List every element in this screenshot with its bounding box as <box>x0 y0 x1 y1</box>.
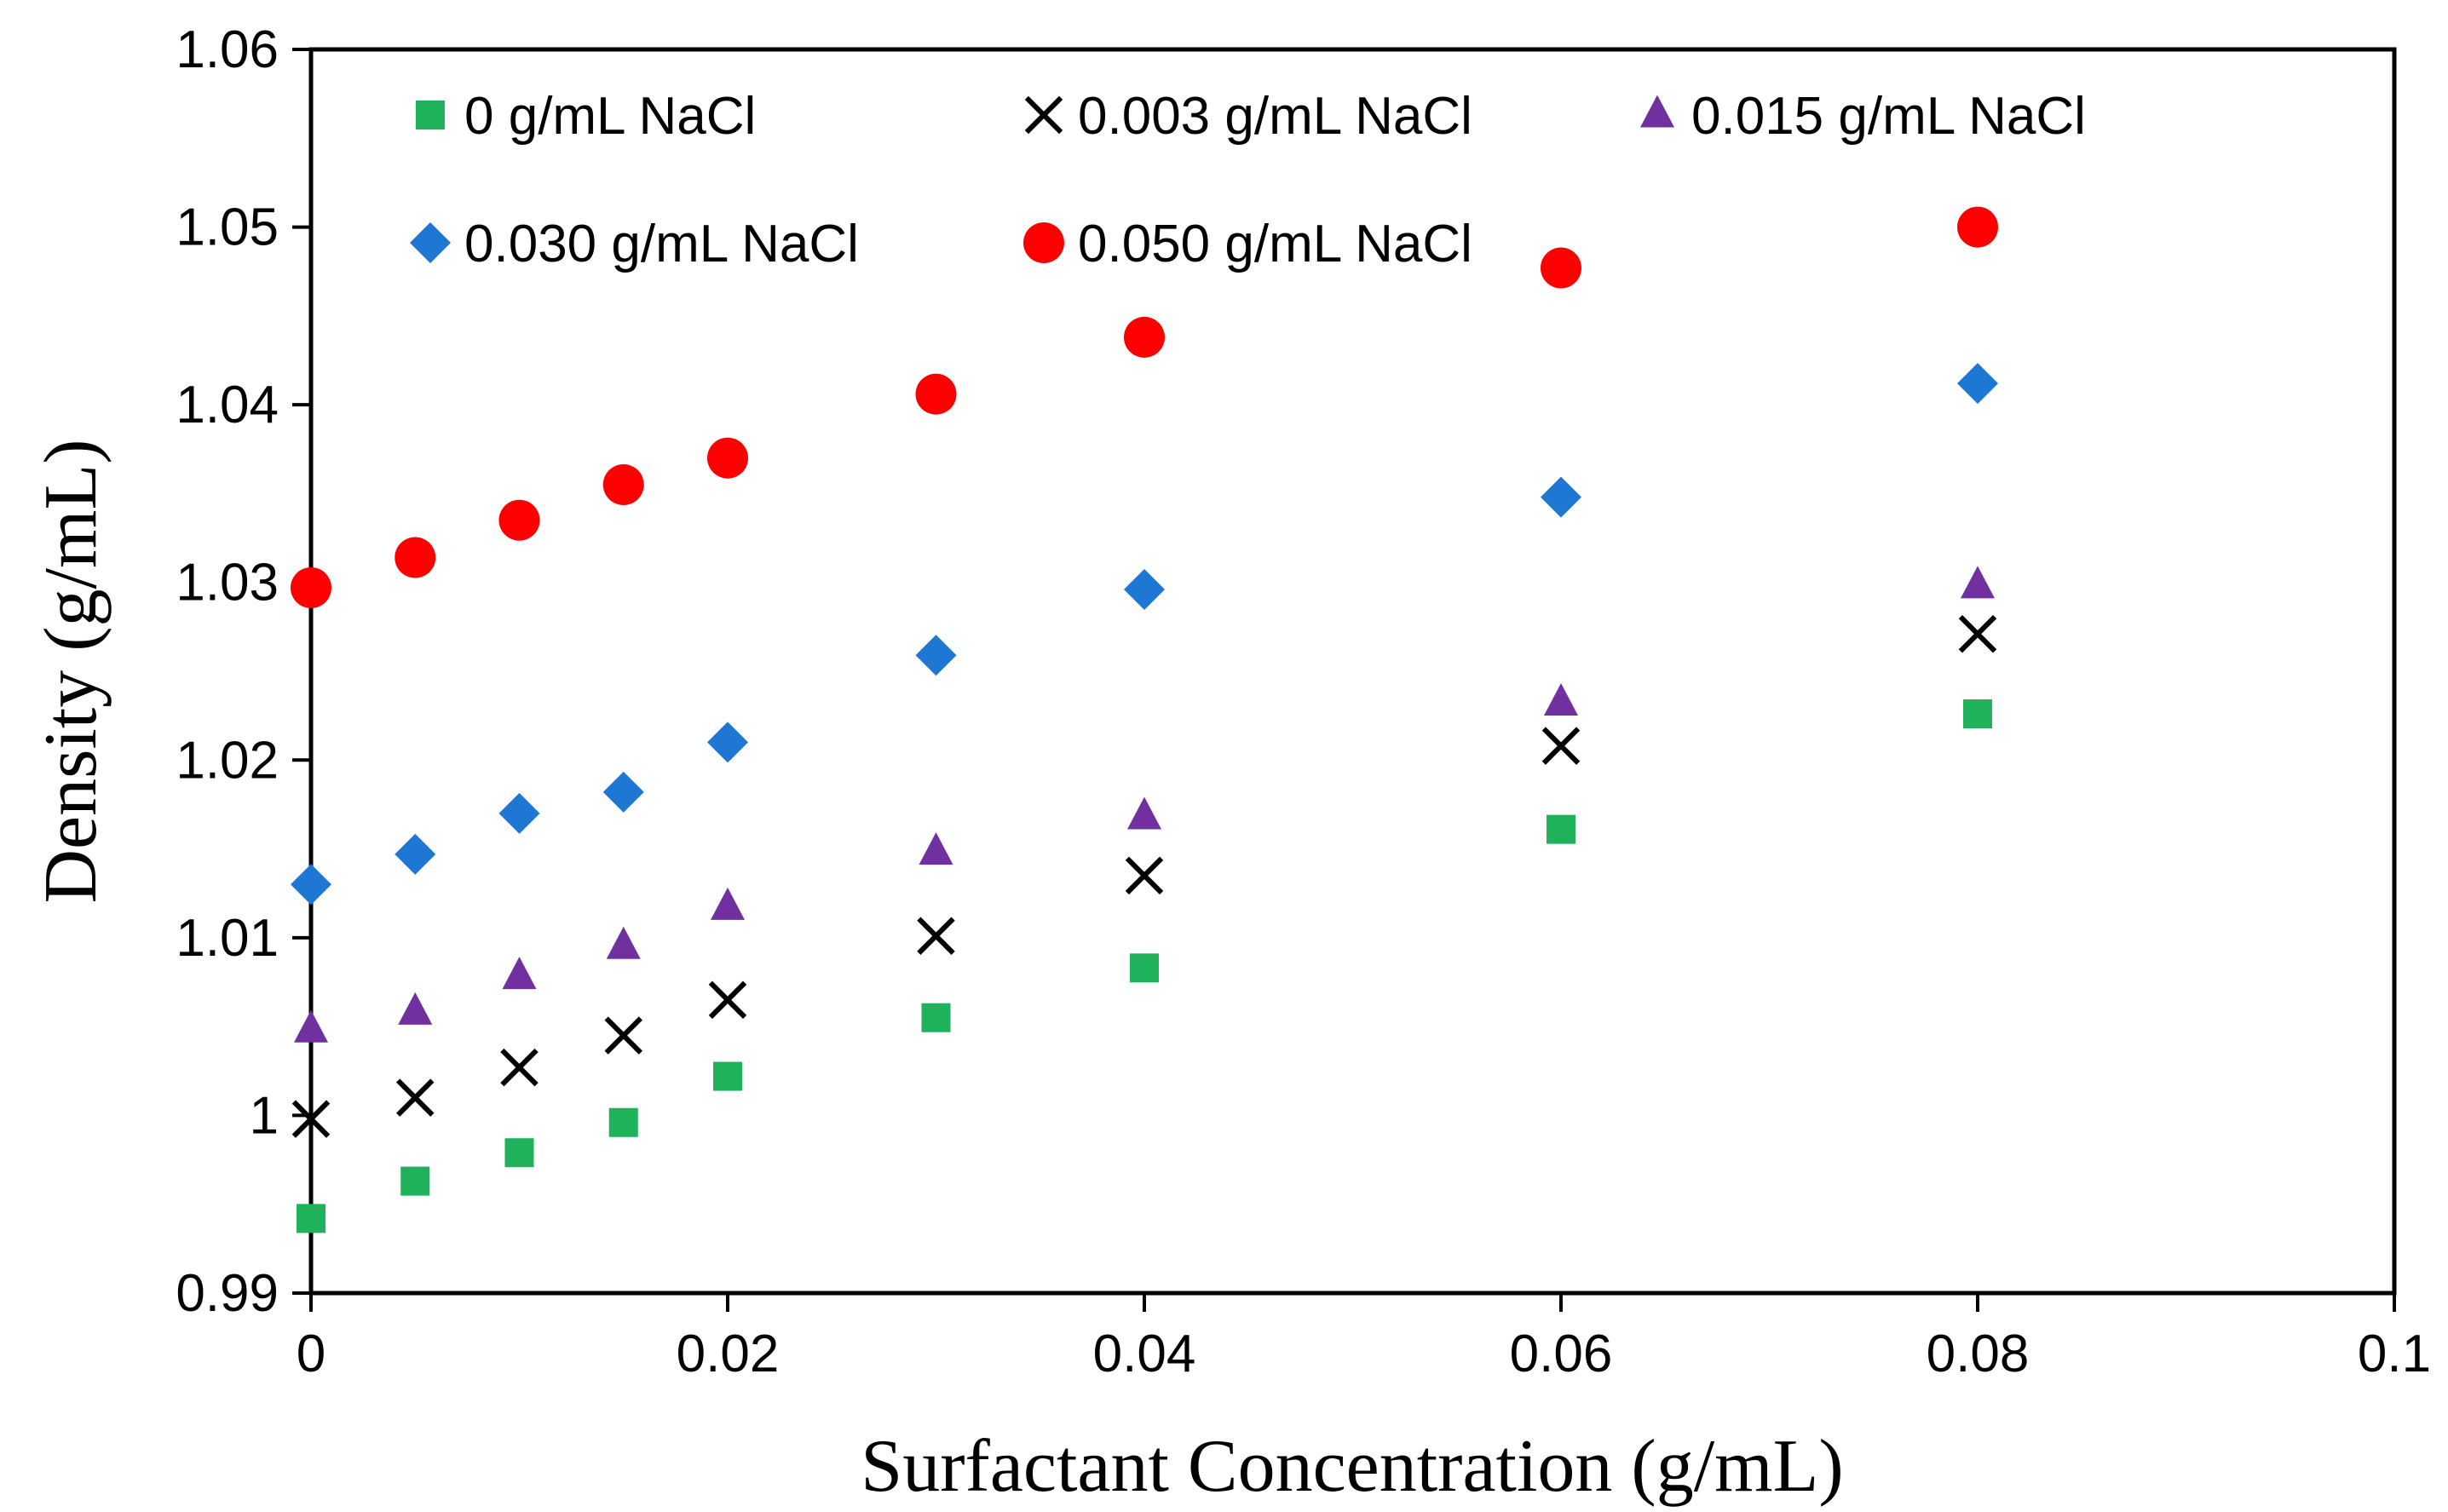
y-axis: 0.99 1 1.01 1.02 1.03 1.04 1.05 1.06 <box>176 20 311 1323</box>
data-point-series-1 <box>291 1100 331 1138</box>
data-point-series-3 <box>1957 363 1998 405</box>
x-tick-label: 0.1 <box>2358 1325 2431 1383</box>
legend-marker <box>410 222 451 263</box>
x-axis: 0 0.02 0.04 0.06 0.08 0.1 <box>297 1293 2431 1383</box>
data-point-series-1 <box>1125 856 1164 895</box>
data-point-series-0 <box>1547 814 1575 844</box>
data-point-series-3 <box>602 771 644 813</box>
data-point-series-2 <box>1544 682 1578 716</box>
data-point-series-3 <box>395 833 436 875</box>
data-point-series-2 <box>711 887 745 920</box>
y-tick-label: 1.01 <box>176 909 279 968</box>
data-point-series-4 <box>602 464 644 505</box>
y-tick-label: 1.05 <box>176 198 279 257</box>
x-tick-label: 0.04 <box>1093 1325 1196 1383</box>
legend-label: 0.003 g/mL NaCl <box>1078 87 1472 146</box>
legend-label: 0.050 g/mL NaCl <box>1078 215 1472 273</box>
data-point-series-1 <box>1958 614 1997 653</box>
y-tick-label: 1.03 <box>176 554 279 612</box>
legend-marker <box>1024 95 1063 135</box>
legend-marker <box>1640 95 1674 128</box>
legend-marker <box>1023 222 1064 263</box>
y-tick-label: 1 <box>250 1086 279 1145</box>
data-point-series-2 <box>502 957 537 990</box>
y-tick-label: 1.06 <box>176 20 279 79</box>
data-point-series-0 <box>608 1107 638 1137</box>
data-point-series-4 <box>707 437 748 479</box>
data-point-series-4 <box>1957 206 1998 248</box>
data-point-series-2 <box>1127 796 1161 830</box>
data-point-series-0 <box>297 1204 325 1233</box>
data-point-series-1 <box>708 980 747 1020</box>
data-point-series-2 <box>919 832 953 865</box>
legend: 0 g/mL NaCl 0.003 g/mL NaCl 0.015 g/mL NaC… <box>410 87 2086 273</box>
data-points <box>291 206 1998 1233</box>
data-point-series-2 <box>398 992 433 1025</box>
data-point-series-3 <box>1124 569 1165 611</box>
y-tick-label: 1.04 <box>176 376 279 434</box>
data-point-series-0 <box>1963 699 1992 729</box>
x-tick-label: 0.08 <box>1927 1325 2030 1383</box>
data-point-series-3 <box>915 635 957 676</box>
x-axis-title: Surfactant Concentration (g/mL) <box>861 1425 1843 1508</box>
y-axis-title: Density (g/mL) <box>30 439 112 903</box>
y-tick-label: 0.99 <box>176 1264 279 1323</box>
legend-label: 0.030 g/mL NaCl <box>464 215 859 273</box>
plot-area <box>308 47 2397 1296</box>
data-point-series-3 <box>498 792 540 834</box>
data-point-series-3 <box>1541 476 1581 518</box>
x-tick-label: 0.02 <box>677 1325 780 1383</box>
data-point-series-4 <box>1124 316 1165 358</box>
data-point-series-3 <box>291 864 331 905</box>
data-point-series-0 <box>504 1138 534 1168</box>
data-point-series-3 <box>707 722 748 763</box>
data-point-series-0 <box>713 1061 742 1091</box>
data-point-series-4 <box>915 373 957 415</box>
data-point-series-1 <box>604 1016 642 1055</box>
data-point-series-2 <box>1961 566 1995 599</box>
legend-label: 0 g/mL NaCl <box>464 87 756 146</box>
data-point-series-4 <box>1541 247 1581 289</box>
data-point-series-2 <box>606 926 641 959</box>
y-tick-label: 1.02 <box>176 731 279 790</box>
data-point-series-1 <box>917 917 955 956</box>
data-point-series-2 <box>294 1009 328 1043</box>
x-tick-label: 0.06 <box>1510 1325 1613 1383</box>
data-point-series-4 <box>498 499 540 541</box>
legend-label: 0.015 g/mL NaCl <box>1691 87 2086 146</box>
data-point-series-0 <box>1130 953 1159 983</box>
x-tick-label: 0 <box>297 1325 325 1383</box>
legend-marker <box>416 101 445 129</box>
data-point-series-1 <box>1541 727 1581 765</box>
data-point-series-1 <box>500 1048 539 1087</box>
data-point-series-0 <box>921 1003 951 1032</box>
data-point-series-1 <box>396 1078 435 1117</box>
data-point-series-4 <box>291 566 331 608</box>
data-point-series-0 <box>400 1166 430 1196</box>
data-point-series-4 <box>395 537 436 578</box>
